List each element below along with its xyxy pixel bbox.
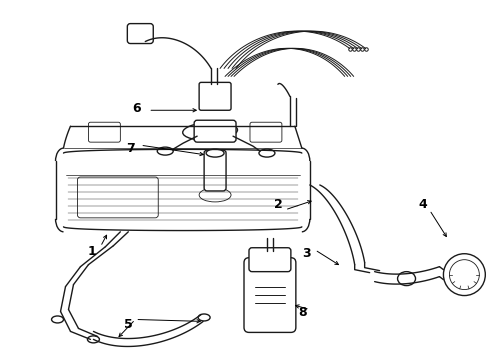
Text: 6: 6 bbox=[132, 102, 141, 115]
Text: 3: 3 bbox=[302, 247, 311, 260]
Text: 1: 1 bbox=[88, 245, 97, 258]
FancyBboxPatch shape bbox=[204, 150, 226, 191]
FancyBboxPatch shape bbox=[250, 122, 282, 142]
Ellipse shape bbox=[443, 254, 485, 296]
FancyBboxPatch shape bbox=[127, 24, 153, 44]
FancyBboxPatch shape bbox=[199, 82, 231, 110]
Ellipse shape bbox=[183, 122, 238, 140]
Ellipse shape bbox=[157, 147, 173, 155]
Ellipse shape bbox=[198, 314, 210, 321]
Ellipse shape bbox=[206, 149, 224, 157]
Text: 7: 7 bbox=[126, 141, 135, 155]
FancyBboxPatch shape bbox=[89, 122, 121, 142]
Ellipse shape bbox=[87, 336, 99, 343]
Text: 4: 4 bbox=[418, 198, 427, 211]
FancyBboxPatch shape bbox=[77, 177, 158, 218]
Ellipse shape bbox=[449, 260, 479, 289]
FancyBboxPatch shape bbox=[249, 248, 291, 272]
Ellipse shape bbox=[259, 149, 275, 157]
FancyBboxPatch shape bbox=[244, 258, 296, 332]
FancyBboxPatch shape bbox=[194, 120, 236, 142]
Text: 8: 8 bbox=[298, 306, 307, 319]
Ellipse shape bbox=[51, 316, 64, 323]
Ellipse shape bbox=[199, 188, 231, 202]
Ellipse shape bbox=[397, 272, 416, 285]
Text: 2: 2 bbox=[273, 198, 282, 211]
Text: 5: 5 bbox=[124, 318, 133, 331]
